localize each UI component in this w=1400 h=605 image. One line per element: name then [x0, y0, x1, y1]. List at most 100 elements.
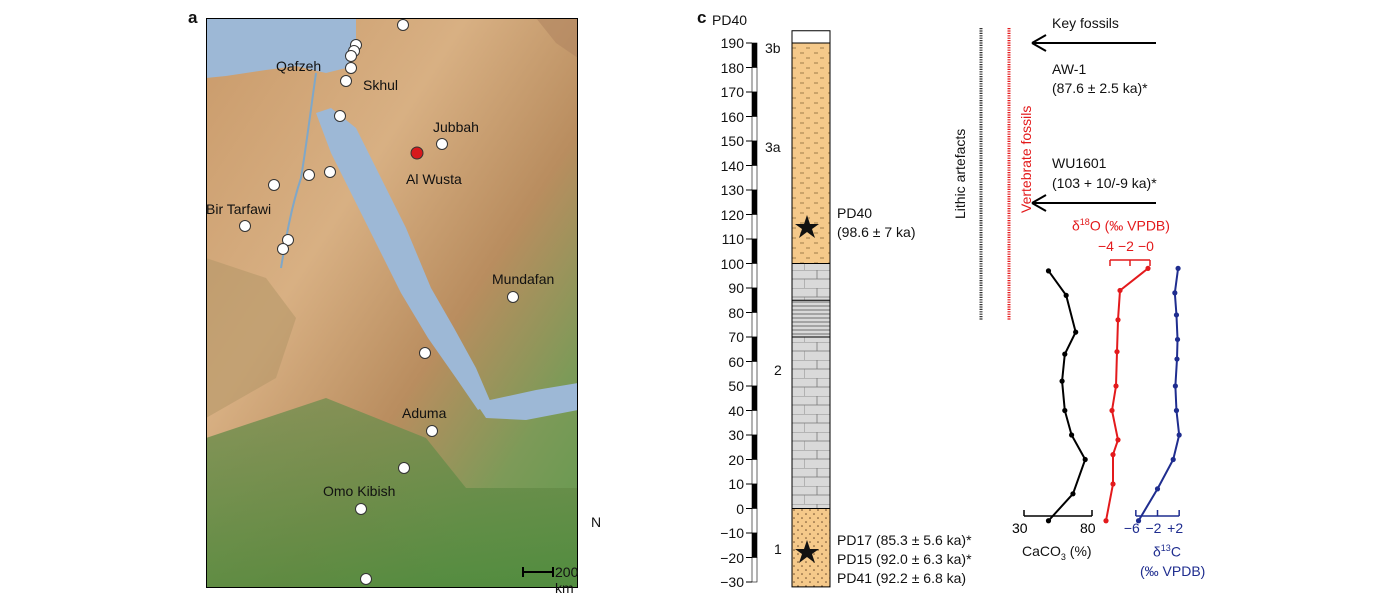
pd40-date-name: PD40 [837, 205, 873, 221]
profile-point [1154, 486, 1161, 492]
unit-label-3a: 3a [765, 139, 781, 155]
depth-tick-label: 40 [728, 402, 744, 419]
focus-site-marker [410, 146, 424, 160]
vertebrate-fossils-label: Vertebrate fossils [1018, 105, 1034, 213]
profile-point [1145, 265, 1151, 271]
site-label-omo-kibish: Omo Kibish [323, 483, 396, 499]
depth-tick-label: 170 [720, 84, 744, 100]
depth-tick-label: 160 [720, 108, 744, 125]
site-marker [507, 291, 519, 303]
profile-point [1115, 317, 1121, 323]
depth-bar-segment [751, 140, 758, 166]
profile-tick-label: −6 [1123, 520, 1140, 536]
unit-label-3b: 3b [765, 40, 781, 56]
pd40-date-age: (98.6 ± 7 ka) [837, 224, 916, 240]
depth-bar-segment [751, 287, 758, 313]
profile-tick-label: −2 [1145, 520, 1162, 536]
site-marker [268, 179, 280, 191]
profile-point [1082, 456, 1088, 463]
profile-tick-label: 30 [1012, 520, 1028, 536]
profile-point [1117, 287, 1123, 294]
depth-bar-segment [751, 532, 758, 558]
pd41-date: PD41 (92.2 ± 6.8 ka) [837, 570, 967, 586]
layer-laminated [791, 299, 831, 338]
depth-bar-segment [751, 483, 758, 509]
site-label-qafzeh: Qafzeh [276, 58, 322, 74]
depth-tick-label: 150 [720, 133, 744, 149]
depth-tick-label: 20 [728, 451, 744, 468]
profile-point [1114, 349, 1120, 355]
profile-line-2 [1137, 268, 1181, 522]
depth-bar-segment [751, 214, 758, 240]
depth-bar-segment [751, 361, 758, 387]
depth-bar-segment [751, 67, 758, 93]
layer-cap [791, 30, 831, 44]
depth-bar-segment [751, 263, 758, 289]
aw1-age: (87.6 ± 2.5 ka)* [1052, 80, 1148, 96]
profile-point [1174, 336, 1181, 343]
profile-point [1045, 268, 1052, 274]
depth-tick-label: 60 [728, 353, 744, 370]
profile-point [1110, 452, 1116, 458]
site-label-mundafan: Mundafan [492, 271, 555, 287]
profile-point [1170, 456, 1176, 463]
map-panel: Qafzeh Skhul Jubbah Al Wusta Bir Tarfawi… [206, 18, 601, 596]
site-marker [239, 220, 251, 232]
aw1-name: AW-1 [1052, 61, 1087, 77]
depth-bar-segment [751, 312, 758, 338]
depth-tick-label: 50 [728, 378, 744, 394]
depth-tick-label: −20 [720, 549, 744, 566]
depth-tick-label: 180 [720, 59, 744, 76]
site-label-aduma: Aduma [402, 405, 447, 421]
site-marker [282, 234, 294, 246]
site-marker [355, 503, 367, 515]
profile-point [1069, 432, 1075, 438]
d18o-axis-title: δ18O (‰ VPDB) [1072, 217, 1170, 234]
depth-tick-label: 120 [720, 206, 744, 223]
profile-tick-label: −0 [1138, 238, 1154, 254]
profile-point [1109, 407, 1115, 414]
depth-bar-segment [751, 508, 758, 534]
profile-point [1172, 383, 1178, 389]
profile-point [1062, 407, 1068, 414]
stratigraphic-column [746, 28, 1182, 588]
profile-line-1 [1105, 267, 1149, 521]
profile-point [1059, 378, 1065, 384]
site-marker [334, 110, 346, 122]
depth-tick-label: 70 [728, 329, 744, 345]
site-marker [277, 243, 289, 255]
profile-point [1135, 518, 1142, 524]
site-marker [324, 166, 336, 178]
depth-bar-segment [751, 410, 758, 436]
profile-point [1173, 312, 1180, 318]
profile-point [1103, 518, 1109, 524]
profile-point [1172, 290, 1178, 296]
panel-letter-a: a [188, 8, 198, 27]
stratigraphy-panel: PD40 190 180 170 160 150 140 130 120 110 100 90 80 7… [700, 0, 1400, 600]
profile-point [1073, 329, 1079, 335]
profile-tick-label: 80 [1080, 520, 1096, 536]
wu1601-name: WU1601 [1052, 155, 1107, 171]
depth-bar-segment [751, 116, 758, 142]
profile-point [1062, 351, 1068, 357]
site-marker [345, 50, 357, 62]
panel-letter-c: c [697, 8, 707, 27]
site-marker [340, 75, 352, 87]
profile-point [1174, 356, 1180, 362]
d13c-axis-title: δ13C [1153, 543, 1181, 560]
depth-tick-label: 90 [728, 280, 744, 296]
profile-point [1175, 265, 1181, 271]
lithic-artefacts-label: Lithic artefacts [952, 128, 968, 219]
key-fossils-label: Key fossils [1052, 15, 1119, 31]
site-label-skhul: Skhul [363, 77, 399, 93]
depth-tick-label: 190 [720, 35, 744, 51]
profile-tick-label: +2 [1167, 520, 1184, 536]
depth-tick-label: 100 [720, 255, 744, 272]
site-marker [398, 462, 410, 474]
depth-bar-segment [751, 434, 758, 460]
depth-tick-label: −10 [720, 525, 744, 541]
profile-point [1045, 518, 1052, 524]
scale-bar-label: 200 km [555, 564, 579, 596]
depth-bar-segment [751, 336, 758, 362]
depth-tick-label: 30 [728, 427, 744, 443]
